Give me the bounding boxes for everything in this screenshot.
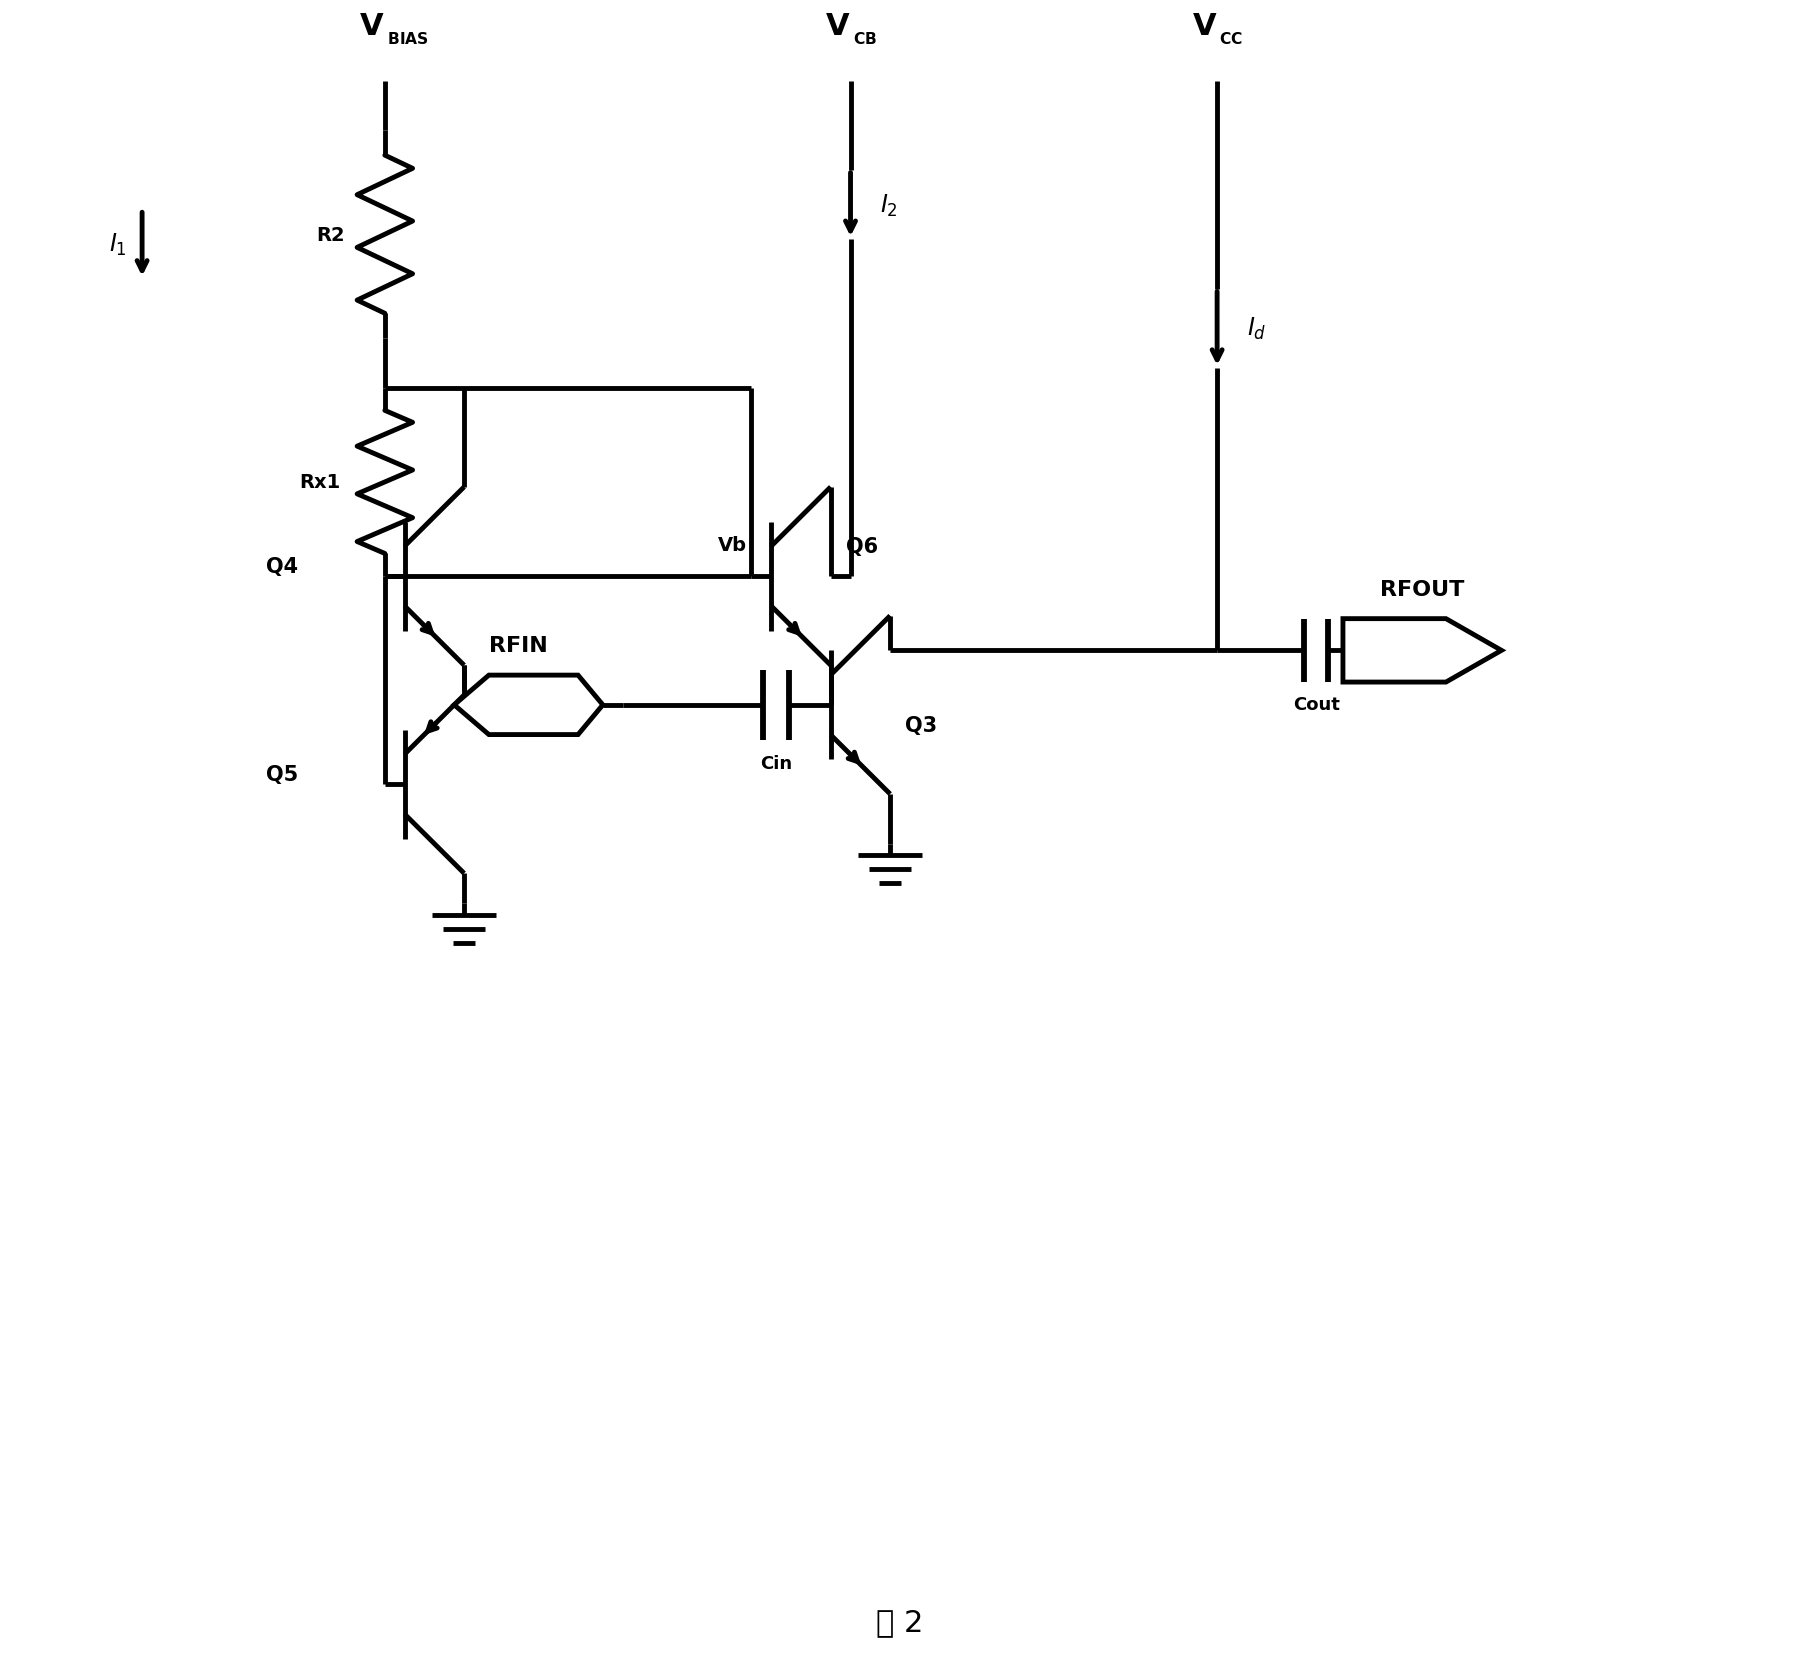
- Text: R2: R2: [317, 225, 345, 245]
- Text: $\mathbf{_{BIAS}}$: $\mathbf{_{BIAS}}$: [386, 25, 428, 47]
- Text: Q6: Q6: [845, 538, 878, 558]
- Text: Cin: Cin: [760, 754, 793, 773]
- Text: $I_2$: $I_2$: [880, 192, 898, 218]
- Text: Q5: Q5: [267, 764, 297, 785]
- Text: RFOUT: RFOUT: [1380, 580, 1464, 600]
- Text: 图 2: 图 2: [876, 1606, 923, 1636]
- Text: Vb: Vb: [718, 536, 747, 554]
- Text: $\mathbf{_{CC}}$: $\mathbf{_{CC}}$: [1219, 25, 1243, 47]
- Text: Q4: Q4: [267, 556, 297, 576]
- Text: RFIN: RFIN: [490, 637, 548, 655]
- Text: Cout: Cout: [1293, 696, 1339, 714]
- Text: $I_d$: $I_d$: [1246, 316, 1266, 343]
- Text: Rx1: Rx1: [299, 474, 341, 492]
- Text: Q3: Q3: [905, 716, 938, 736]
- Text: $I_1$: $I_1$: [109, 232, 127, 259]
- Text: $\mathbf{V}$: $\mathbf{V}$: [359, 12, 385, 42]
- Text: $\mathbf{V}$: $\mathbf{V}$: [825, 12, 851, 42]
- Text: $\mathbf{V}$: $\mathbf{V}$: [1192, 12, 1217, 42]
- Text: $\mathbf{_{CB}}$: $\mathbf{_{CB}}$: [853, 25, 876, 47]
